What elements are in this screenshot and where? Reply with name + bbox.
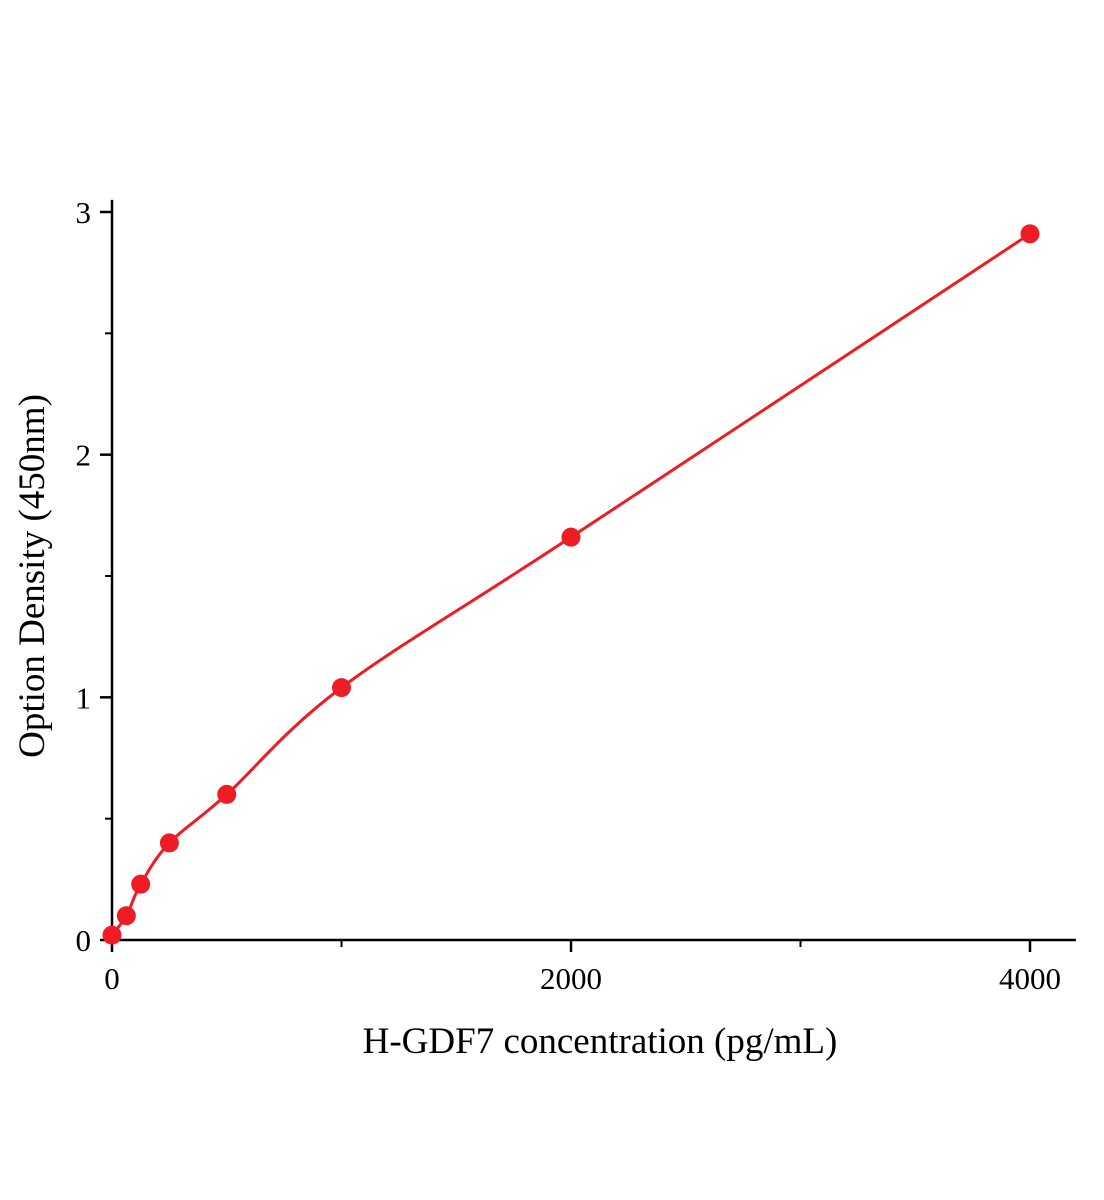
fit-curve — [110, 232, 1032, 937]
data-point — [332, 678, 351, 698]
data-point — [561, 527, 581, 547]
x-axis-title: H-GDF7 concentration (pg/mL) — [363, 1021, 838, 1062]
data-point — [217, 784, 237, 804]
y-tick-label: 2 — [76, 438, 92, 473]
data-point — [116, 906, 136, 926]
data-point — [102, 925, 122, 945]
y-tick-label: 3 — [76, 195, 92, 230]
plot-area: 0 2000 4000 0 1 2 3 — [76, 195, 1076, 996]
x-tick-label: 4000 — [999, 961, 1061, 996]
data-point — [159, 833, 179, 853]
x-tick-label: 0 — [104, 961, 120, 996]
y-tick-label: 1 — [76, 680, 92, 715]
x-tick-label: 2000 — [540, 961, 602, 996]
y-tick-label: 0 — [76, 923, 92, 958]
y-axis-title: Option Density (450nm) — [12, 394, 53, 758]
data-point — [131, 874, 151, 894]
data-point — [1020, 224, 1040, 244]
